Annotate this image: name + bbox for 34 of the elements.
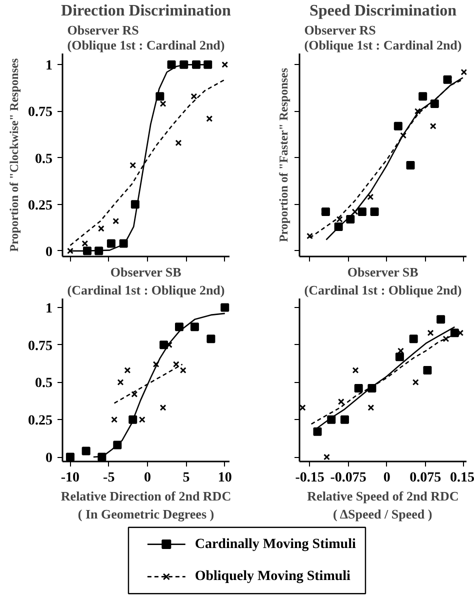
- y-axis-title: Proportion of "Clockwise" Responses: [7, 58, 21, 252]
- x-tick-label: 0: [144, 470, 152, 486]
- x-tick-label: -0.15: [295, 470, 324, 486]
- chart-title: Speed Discrimination: [309, 2, 457, 20]
- chart-title: Observer SB: [347, 264, 419, 280]
- x-tick-label: -0.075: [330, 470, 366, 486]
- y-axis-title: Proportion of "Faster" Responses: [276, 68, 290, 242]
- x-tick-label: 10: [218, 470, 232, 486]
- chart-subtitle: Observer RS (Oblique 1st : Cardinal 2nd): [304, 22, 462, 52]
- y-tick-label: 0.25: [28, 198, 52, 214]
- legend-label: Obliquely Moving Stimuli: [194, 569, 351, 584]
- x-axis-title: Relative Speed of 2nd RDC ( ΔSpeed / Speed ): [307, 488, 459, 522]
- x-tick-label: 5: [182, 470, 190, 486]
- y-tick-label: 1: [46, 301, 52, 316]
- x-axis-title: Relative Direction of 2nd RDC ( In Geometric Degrees ): [60, 488, 232, 522]
- x-tick-label: -10: [60, 470, 80, 486]
- y-tick-label: 0.5: [35, 152, 52, 167]
- chart-subtitle: (Cardinal 1st : Oblique 2nd): [67, 282, 225, 298]
- chart-subtitle: Observer RS (Oblique 1st : Cardinal 2nd): [67, 22, 225, 52]
- x-tick-label: 0.15: [450, 470, 474, 486]
- chart-title: Direction Discrimination: [61, 2, 232, 20]
- y-tick-label: 0.75: [28, 338, 52, 354]
- x-tick-label: 0.075: [410, 470, 442, 486]
- y-tick-label: 1: [46, 58, 52, 74]
- chart-subtitle: (Cardinal 1st : Oblique 2nd): [304, 282, 462, 298]
- y-tick-label: 0.75: [28, 105, 52, 120]
- y-tick-label: 0.5: [35, 376, 52, 392]
- y-tick-label: 0: [46, 451, 52, 466]
- x-tick-label: 0: [383, 470, 390, 486]
- y-tick-label: 0: [46, 244, 52, 260]
- legend-label: Cardinally Moving Stimuli: [194, 536, 356, 552]
- x-tick-label: -5: [103, 470, 115, 486]
- chart-title: Observer SB: [110, 264, 182, 280]
- y-tick-label: 0.25: [28, 414, 52, 429]
